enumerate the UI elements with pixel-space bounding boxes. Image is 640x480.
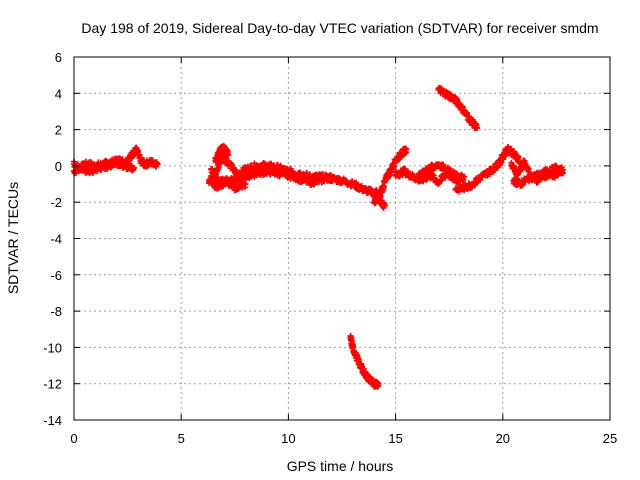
y-tick-label: -14 — [43, 413, 62, 428]
y-tick-label: -10 — [43, 340, 62, 355]
x-tick-label: 0 — [70, 431, 77, 446]
trace-marker — [403, 149, 410, 156]
trace-marker — [241, 184, 248, 191]
x-tick-label: 15 — [388, 431, 402, 446]
y-tick-label: -12 — [43, 377, 62, 392]
trace-marker — [327, 171, 334, 178]
x-tick-label: 5 — [178, 431, 185, 446]
y-tick-label: -2 — [50, 195, 62, 210]
y-tick-label: 0 — [55, 159, 62, 174]
y-tick-label: 4 — [55, 86, 62, 101]
x-axis-label: GPS time / hours — [287, 458, 394, 474]
x-tick-label: 10 — [281, 431, 295, 446]
trace-marker — [460, 173, 467, 180]
y-tick-label: 2 — [55, 123, 62, 138]
y-tick-label: 6 — [55, 50, 62, 65]
y-tick-label: -4 — [50, 232, 62, 247]
trace-marker — [291, 171, 298, 178]
y-axis-label: SDTVAR / TECUs — [5, 182, 21, 294]
trace-marker — [491, 167, 498, 174]
y-tick-label: -8 — [50, 304, 62, 319]
y-tick-label: -6 — [50, 268, 62, 283]
trace-marker — [154, 160, 161, 167]
trace-marker — [559, 169, 566, 176]
data-points — [71, 84, 566, 390]
trace-marker — [225, 151, 232, 158]
x-tick-label: 20 — [496, 431, 510, 446]
trace-marker — [375, 383, 382, 390]
trace-marker — [287, 165, 294, 172]
trace-marker — [374, 191, 381, 198]
x-tick-label: 25 — [603, 431, 617, 446]
chart-title: Day 198 of 2019, Sidereal Day-to-day VTE… — [81, 20, 598, 36]
grid-lines — [74, 57, 610, 420]
trace-marker — [130, 165, 137, 172]
trace-marker — [381, 201, 388, 208]
trace-marker — [473, 122, 480, 129]
axis-ticks: 0 5 10 15 20 25 -14 -12 -10 -8 -6 -4 -2 0 2 4 6 — [43, 50, 617, 446]
